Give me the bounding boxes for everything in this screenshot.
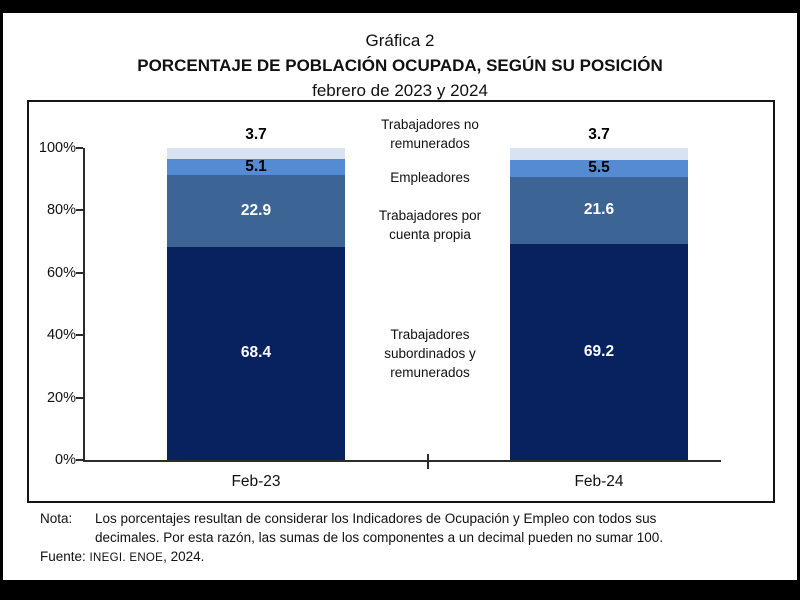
source-label: Fuente: [40,549,86,564]
series-label: Trabajadores por cuenta propia [378,208,482,242]
bar-value-label: 69.2 [583,343,615,361]
bar-value-label: 22.9 [240,201,272,219]
note-block: Nota: Los porcentajes resultan de consid… [40,509,780,568]
y-tick-mark [76,459,83,461]
y-tick-label: 60% [46,264,76,281]
y-tick-label: 100% [38,140,76,156]
y-tick-label: 0% [55,452,76,468]
bar-value-label: 3.7 [245,125,267,143]
plot-area: 100% 80% 60% 40% 20% 0% 68.4 22.9 5.1 3.7 Feb-23 69… [29,102,773,501]
y-tick-label: 40% [46,327,76,344]
x-axis-line [83,460,721,462]
bar-segment [510,176,688,245]
frame-left [0,0,3,600]
series-label: Empleadores [390,170,470,185]
page-title: PORCENTAJE DE POBLACIÓN OCUPADA, SEGÚN S… [137,56,663,75]
bar-value-label: 68.4 [240,344,272,362]
bar-segment [510,148,688,160]
bar-value-label: 5.1 [245,158,267,176]
source-institution: INEGI. ENOE [89,552,164,564]
frame-top [0,0,800,13]
y-tick-mark [76,209,83,212]
bar-segment [167,159,345,176]
chart-panel: 100% 80% 60% 40% 20% 0% 68.4 22.9 5.1 3.7 Feb-23 69… [27,100,775,503]
note-label: Nota: [40,511,73,526]
y-tick-label: 80% [46,202,76,219]
y-axis-line [83,148,85,460]
bar-segment [167,246,345,460]
chart-number: Gráfica 2 [365,31,435,50]
y-tick-mark [76,334,83,337]
frame-right [797,0,800,600]
source-line: Fuente: INEGI. ENOE, 2024. [40,547,780,568]
series-label: Trabajadores subordinados y remunerados [384,327,476,380]
title-block: Gráfica 2 PORCENTAJE DE POBLACIÓN OCUPAD… [0,28,800,103]
chart-subtitle: febrero de 2023 y 2024 [312,81,488,100]
note-text: Los porcentajes resultan de considerar l… [95,511,664,545]
bar-segment [167,147,345,160]
frame-bottom [0,580,800,600]
y-tick-mark [76,396,83,399]
bar-segment [510,244,688,460]
bar-value-label: 3.7 [588,126,610,143]
y-tick-label: 20% [46,389,76,406]
category-label: Feb-23 [231,473,281,490]
series-label: Trabajadores no remunerados [381,117,479,151]
bar-segment [510,159,688,177]
bar-value-label: 5.5 [588,159,610,177]
category-label: Feb-24 [574,473,624,490]
source-year: , 2024. [163,549,205,564]
bar-segment [167,175,345,247]
y-tick-mark [76,147,83,149]
y-tick-mark [76,271,83,274]
x-axis-tick [427,454,429,469]
bar-value-label: 21.6 [583,201,615,219]
